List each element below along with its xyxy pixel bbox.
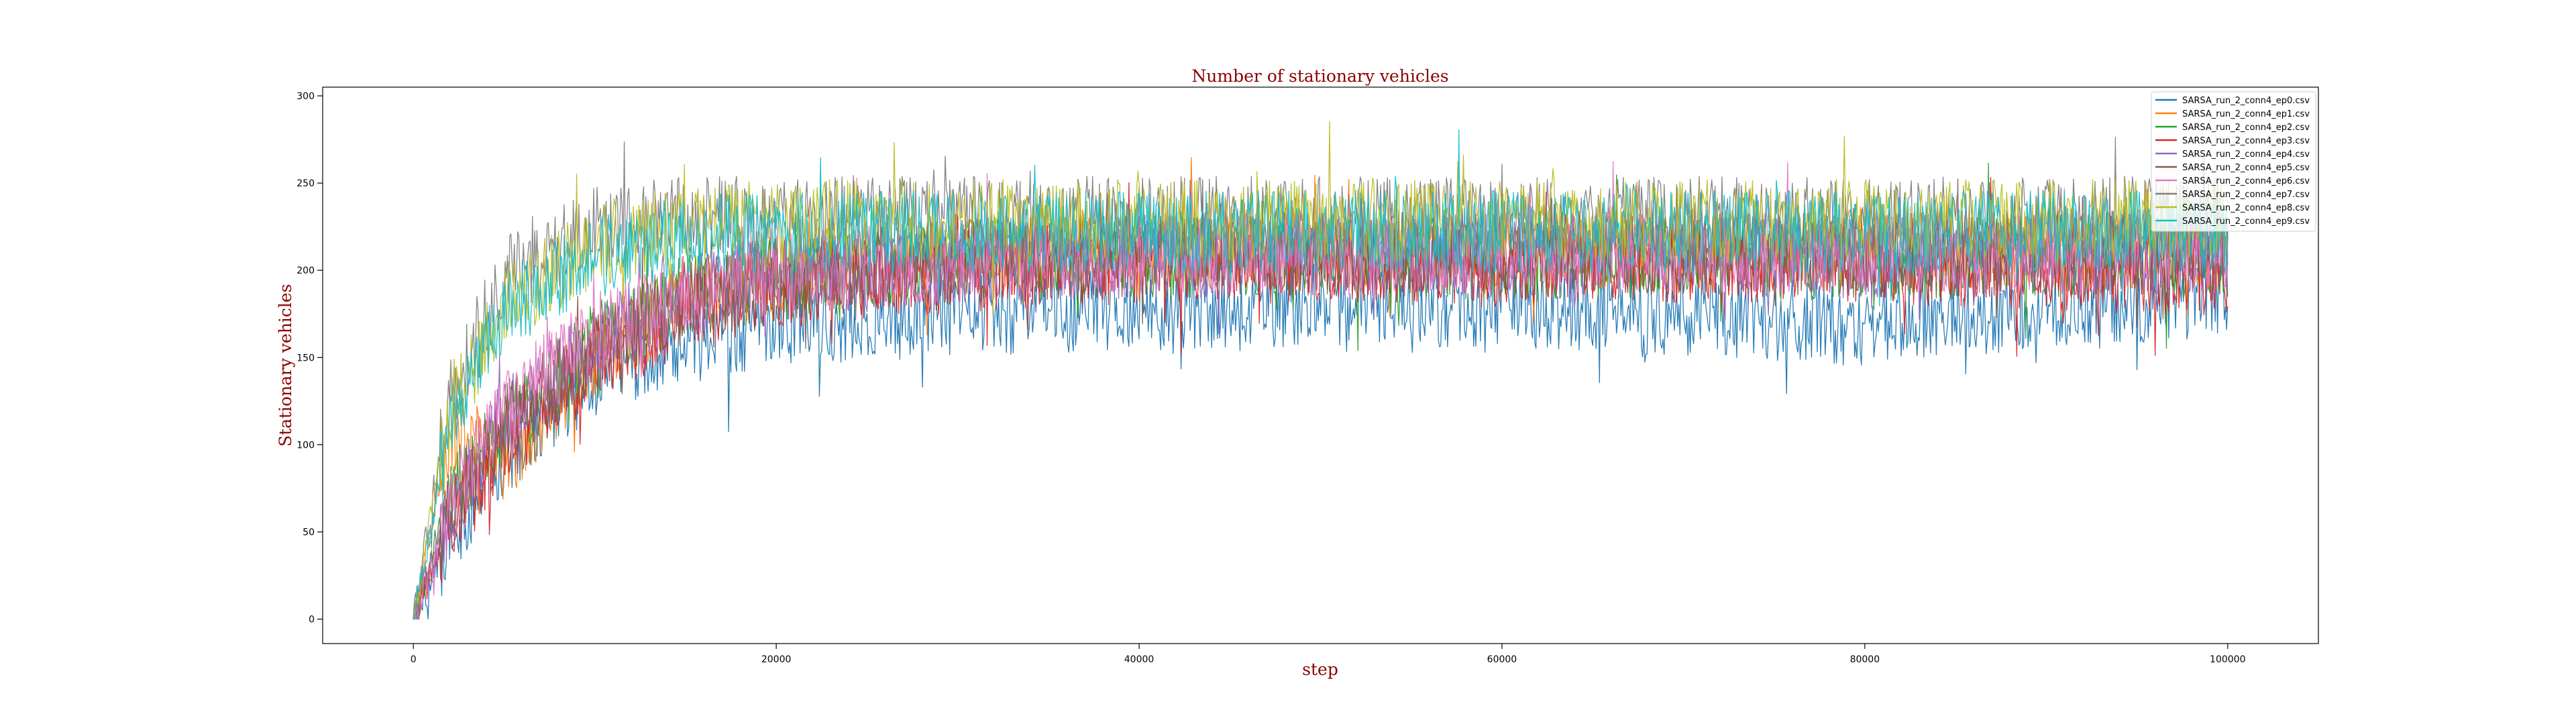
- y-tick-label: 200: [297, 265, 315, 276]
- x-tick-label: 100000: [2210, 654, 2245, 665]
- series-line: [413, 130, 2228, 619]
- y-axis-label: Stationary vehicles: [276, 284, 295, 447]
- legend-label: SARSA_run_2_conn4_ep8.csv: [2182, 203, 2310, 213]
- y-tick-label: 250: [297, 178, 315, 189]
- y-tick-label: 50: [303, 527, 315, 538]
- x-tick-label: 80000: [1850, 654, 1880, 665]
- x-tick-label: 40000: [1124, 654, 1155, 665]
- y-tick-label: 150: [297, 353, 315, 363]
- x-tick-label: 60000: [1487, 654, 1517, 665]
- legend: SARSA_run_2_conn4_ep0.csv SARSA_run_2_con…: [2151, 92, 2316, 231]
- legend-label: SARSA_run_2_conn4_ep9.csv: [2182, 217, 2310, 227]
- y-tick-label: 100: [297, 440, 315, 450]
- legend-label: SARSA_run_2_conn4_ep4.csv: [2182, 149, 2310, 160]
- y-axis: 0 50 100 150 200 250 300: [297, 91, 323, 625]
- legend-label: SARSA_run_2_conn4_ep7.csv: [2182, 190, 2310, 200]
- x-axis-label: step: [1302, 660, 1338, 679]
- y-tick-label: 0: [309, 615, 315, 625]
- series-line: [413, 137, 2228, 619]
- legend-label: SARSA_run_2_conn4_ep6.csv: [2182, 176, 2310, 186]
- legend-label: SARSA_run_2_conn4_ep0.csv: [2182, 96, 2310, 106]
- x-tick-label: 0: [411, 654, 417, 665]
- series-line: [413, 121, 2228, 619]
- legend-label: SARSA_run_2_conn4_ep2.csv: [2182, 123, 2310, 133]
- plot-lines-layer: [413, 121, 2228, 619]
- chart-title: Number of stationary vehicles: [1191, 66, 1448, 86]
- legend-label: SARSA_run_2_conn4_ep3.csv: [2182, 136, 2310, 146]
- y-tick-label: 300: [297, 91, 315, 102]
- x-tick-label: 20000: [761, 654, 792, 665]
- legend-label: SARSA_run_2_conn4_ep1.csv: [2182, 109, 2310, 119]
- legend-label: SARSA_run_2_conn4_ep5.csv: [2182, 163, 2310, 173]
